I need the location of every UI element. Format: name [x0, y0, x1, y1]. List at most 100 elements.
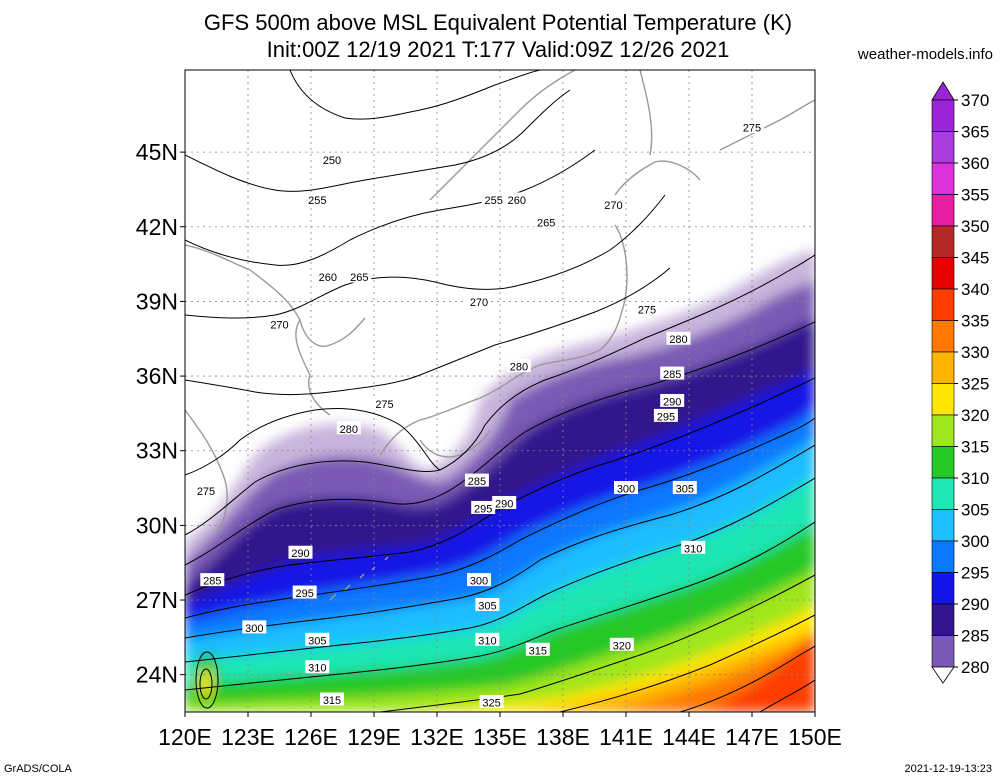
- lat-tick-label: 39N: [136, 288, 178, 314]
- colorbar-swatch: [931, 131, 955, 164]
- colorbar-swatch: [931, 351, 955, 384]
- contour-label: 270: [470, 297, 488, 309]
- colorbar-label: 365: [961, 123, 989, 142]
- contour-label-bg: [492, 495, 517, 509]
- contour-label-bg: [292, 585, 317, 599]
- contour-label: 310: [308, 663, 326, 675]
- lat-tick-label: 24N: [136, 662, 178, 688]
- colorbar-label: 315: [961, 438, 989, 457]
- contour-labels: 250 255 255 260 265 270 275 260 265 270 270 275 280 2…: [194, 120, 764, 710]
- colorbar-swatch: [931, 635, 955, 668]
- contour-label: 260: [319, 272, 337, 284]
- contour-label: 295: [474, 503, 492, 515]
- contour-label-bg: [666, 331, 691, 345]
- contour-label-bg: [320, 692, 344, 706]
- lat-tick-label: 45N: [136, 139, 178, 165]
- brand-label: weather-models.info: [857, 46, 993, 63]
- contour-label: 275: [375, 399, 393, 411]
- contour-label: 255: [485, 195, 503, 207]
- lon-tick-label: 138E: [536, 724, 590, 750]
- colorbar-swatch: [931, 414, 955, 447]
- colorbar-label: 325: [961, 375, 989, 394]
- contour-label: 295: [296, 588, 314, 600]
- colorbar-swatch: [931, 225, 955, 258]
- contour-label: 285: [203, 576, 221, 588]
- contour-label-bg: [534, 214, 559, 228]
- contour-label-bg: [672, 481, 697, 495]
- colorbar-label: 330: [961, 343, 989, 362]
- contour-label-bg: [525, 642, 550, 656]
- colorbar-swatch: [931, 446, 955, 479]
- contour-label-bg: [504, 192, 529, 206]
- contour-label: 295: [657, 411, 675, 423]
- contour-label-bg: [194, 483, 218, 497]
- latitude-axis: 24N 27N 30N 33N 36N 39N 42N 45N: [136, 139, 185, 688]
- coastlines: [185, 70, 815, 601]
- colorbar-label: 305: [961, 501, 989, 520]
- colorbar-swatch: [931, 288, 955, 321]
- lon-tick-label: 144E: [662, 724, 716, 750]
- contour-label-bg: [471, 500, 496, 514]
- lon-tick-label: 126E: [284, 724, 338, 750]
- contour-label: 265: [537, 217, 555, 229]
- footer-timestamp: 2021-12-19-13:23: [904, 763, 992, 775]
- contour-label: 315: [529, 645, 547, 657]
- colorbar-bottom-arrow: [931, 666, 955, 684]
- colorbar-swatch: [931, 257, 955, 290]
- longitude-axis: 120E 123E 126E 129E 132E 135E 138E 141E 144E 147E…: [158, 712, 842, 750]
- contour-label-bg: [200, 573, 225, 587]
- contour-label-bg: [475, 632, 500, 646]
- contour-label: 250: [323, 155, 341, 167]
- colorbar-label: 360: [961, 154, 989, 173]
- map-title: GFS 500m above MSL Equivalent Potential …: [203, 10, 793, 35]
- colorbar-swatch: [931, 383, 955, 416]
- contour-label-bg: [267, 316, 292, 330]
- colorbar-label: 295: [961, 564, 989, 583]
- contour-label-bg: [467, 294, 491, 308]
- contour-label-bg: [347, 269, 372, 283]
- lat-tick-label: 36N: [136, 363, 178, 389]
- contour-lines: [185, 70, 815, 712]
- lat-tick-label: 30N: [136, 512, 178, 538]
- contour-label: 305: [676, 484, 694, 496]
- contour-label-bg: [601, 197, 626, 211]
- contour-label: 290: [663, 396, 681, 408]
- contour-label-bg: [481, 192, 506, 206]
- contour-label: 270: [604, 200, 622, 212]
- contour-label-bg: [681, 540, 706, 554]
- contour-label-bg: [242, 620, 267, 634]
- colorbar-swatch: [931, 540, 955, 573]
- contour-label: 285: [663, 369, 681, 381]
- contour-label: 310: [478, 635, 496, 647]
- colorbar-swatch: [931, 509, 955, 542]
- contour-label: 305: [308, 635, 326, 647]
- colorbar-label: 350: [961, 217, 989, 236]
- contour-label: 325: [482, 698, 500, 710]
- contour-label: 260: [508, 195, 526, 207]
- colorbar-label: 300: [961, 532, 989, 551]
- contour-label-bg: [315, 269, 340, 283]
- colorbar-swatch: [931, 162, 955, 195]
- contour-label: 285: [468, 476, 486, 488]
- colorbar-label: 280: [961, 658, 989, 677]
- contour-label-bg: [660, 366, 685, 380]
- contour-label: 275: [197, 486, 215, 498]
- contour-label-bg: [635, 301, 659, 315]
- lat-tick-label: 42N: [136, 214, 178, 240]
- colorbar-label: 320: [961, 406, 989, 425]
- lon-tick-label: 120E: [158, 724, 212, 750]
- contour-label-bg: [506, 359, 531, 373]
- contour-label-bg: [305, 192, 330, 206]
- contour-label: 280: [340, 424, 358, 436]
- lon-tick-label: 132E: [410, 724, 464, 750]
- contour-label-bg: [475, 598, 500, 611]
- contour-label: 300: [245, 623, 263, 635]
- shaded-field: 250 255 255 260 265 270 275 260 265 270 270 275 280 2…: [185, 70, 815, 712]
- contour-label-bg: [320, 152, 344, 166]
- contour-label-bg: [479, 695, 504, 709]
- contour-label: 280: [510, 362, 528, 374]
- colorbar-label: 340: [961, 280, 989, 299]
- colorbar-swatch: [931, 603, 955, 636]
- lat-tick-label: 33N: [136, 438, 178, 464]
